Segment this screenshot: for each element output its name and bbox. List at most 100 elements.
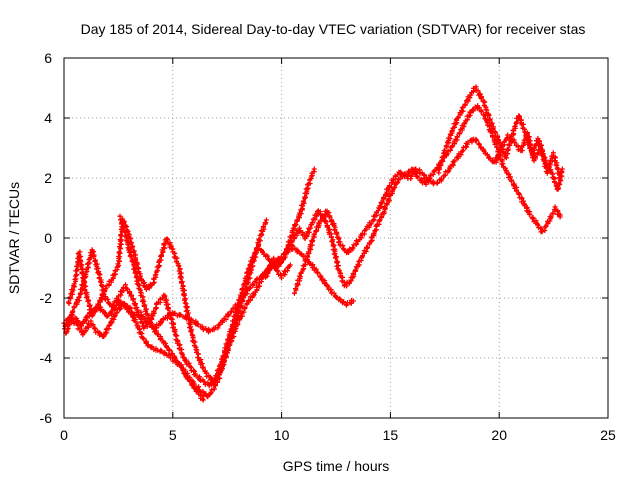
data-point-run xyxy=(322,218,334,240)
data-point-run xyxy=(256,220,269,242)
data-point-run xyxy=(276,252,288,269)
data-point-run xyxy=(123,282,133,297)
data-point-run xyxy=(122,229,132,252)
data-point-run xyxy=(104,307,116,319)
data-point-run xyxy=(271,255,281,267)
data-point-run xyxy=(298,186,310,213)
data-point-run xyxy=(126,304,138,323)
data-point-run xyxy=(152,328,161,338)
data-point-run xyxy=(441,131,454,154)
data-point xyxy=(350,298,356,304)
data-point-run xyxy=(467,85,477,98)
series-trace-g xyxy=(291,103,563,296)
y-tick-label: -4 xyxy=(40,350,53,366)
data-point-run xyxy=(501,164,512,180)
data-point-run xyxy=(235,301,250,326)
data-point-run xyxy=(213,363,226,381)
data-point-run xyxy=(363,218,376,233)
data-point-run xyxy=(169,351,179,363)
plot-frame xyxy=(63,57,609,419)
data-point-run xyxy=(151,259,162,286)
data-point-run xyxy=(439,168,452,182)
data-point-run xyxy=(126,247,137,268)
data-point-run xyxy=(555,168,565,192)
data-point-run xyxy=(196,391,205,402)
data-point-run xyxy=(106,312,118,329)
data-point-run xyxy=(542,157,554,174)
data-point-run xyxy=(461,109,473,127)
y-axis-label: SDTVAR / TECUs xyxy=(6,182,22,294)
data-point-run xyxy=(160,340,170,351)
data-point-run xyxy=(290,243,305,257)
data-point-run xyxy=(143,281,155,292)
data-point-run xyxy=(180,354,193,369)
data-point-run xyxy=(192,385,201,395)
data-point-run xyxy=(79,310,92,329)
x-tick-label: 15 xyxy=(383,427,399,443)
data-point-run xyxy=(368,223,379,244)
y-tick-label: -6 xyxy=(40,410,53,426)
data-point-run xyxy=(70,297,82,314)
x-tick-label: 10 xyxy=(274,427,290,443)
data-point-run xyxy=(143,311,154,325)
y-tick-label: 4 xyxy=(44,110,52,126)
data-point-run xyxy=(178,363,188,377)
data-point-run xyxy=(237,265,252,300)
data-point-run xyxy=(311,265,325,283)
data-point-run xyxy=(124,227,134,246)
data-point-run xyxy=(487,128,500,150)
data-point-run xyxy=(478,144,490,158)
data-point-run xyxy=(135,309,146,329)
data-point-run xyxy=(139,294,149,314)
data-point-run xyxy=(190,334,201,360)
data-point xyxy=(200,397,206,403)
data-point-run xyxy=(384,179,395,197)
series-trace-c xyxy=(65,166,317,385)
data-point-run xyxy=(115,285,127,302)
data-point xyxy=(287,262,293,268)
data-point-run xyxy=(219,345,231,368)
data-point-run xyxy=(507,174,520,191)
data-point-run xyxy=(320,277,334,293)
data-point-run xyxy=(213,313,229,331)
data-point-run xyxy=(88,318,98,332)
chart-title: Day 185 of 2014, Sidereal Day-to-day VTE… xyxy=(81,21,586,37)
data-point-run xyxy=(520,198,533,215)
data-point-run xyxy=(324,208,337,227)
data-point-run xyxy=(228,297,242,332)
data-point-run xyxy=(291,273,303,296)
x-tick-label: 20 xyxy=(491,427,507,443)
data-point-run xyxy=(348,264,361,284)
data-point-run xyxy=(329,234,341,269)
data-point-run xyxy=(193,373,206,383)
data-point-run xyxy=(289,210,304,236)
data-point-run xyxy=(449,117,460,136)
data-point-run xyxy=(374,210,387,228)
data-point-run xyxy=(82,290,95,317)
series-trace-h xyxy=(436,84,565,192)
data-point-run xyxy=(119,301,130,309)
data-point-run xyxy=(134,281,145,300)
y-tick-label: -2 xyxy=(40,290,53,306)
data-point-run xyxy=(490,124,502,143)
data-point-run xyxy=(96,271,108,300)
data-point-run xyxy=(182,300,196,338)
tick-labels: 0 5 10 15 20 25 -6 -4 -2 0 2 4 6 xyxy=(40,50,616,443)
data-point-run xyxy=(376,192,389,211)
data-point-run xyxy=(145,342,157,352)
data-point-run xyxy=(128,292,140,315)
data-point-run xyxy=(109,295,120,309)
data-point xyxy=(311,166,317,172)
data-point-run xyxy=(503,134,515,161)
data-series xyxy=(61,84,565,403)
data-point-run xyxy=(252,272,267,295)
data-point xyxy=(263,217,269,223)
data-point-run xyxy=(309,209,321,226)
data-point xyxy=(557,214,563,220)
series-trace-d xyxy=(63,247,293,389)
data-point-run xyxy=(279,264,292,281)
data-point-run xyxy=(452,149,465,164)
data-point-run xyxy=(481,99,491,117)
